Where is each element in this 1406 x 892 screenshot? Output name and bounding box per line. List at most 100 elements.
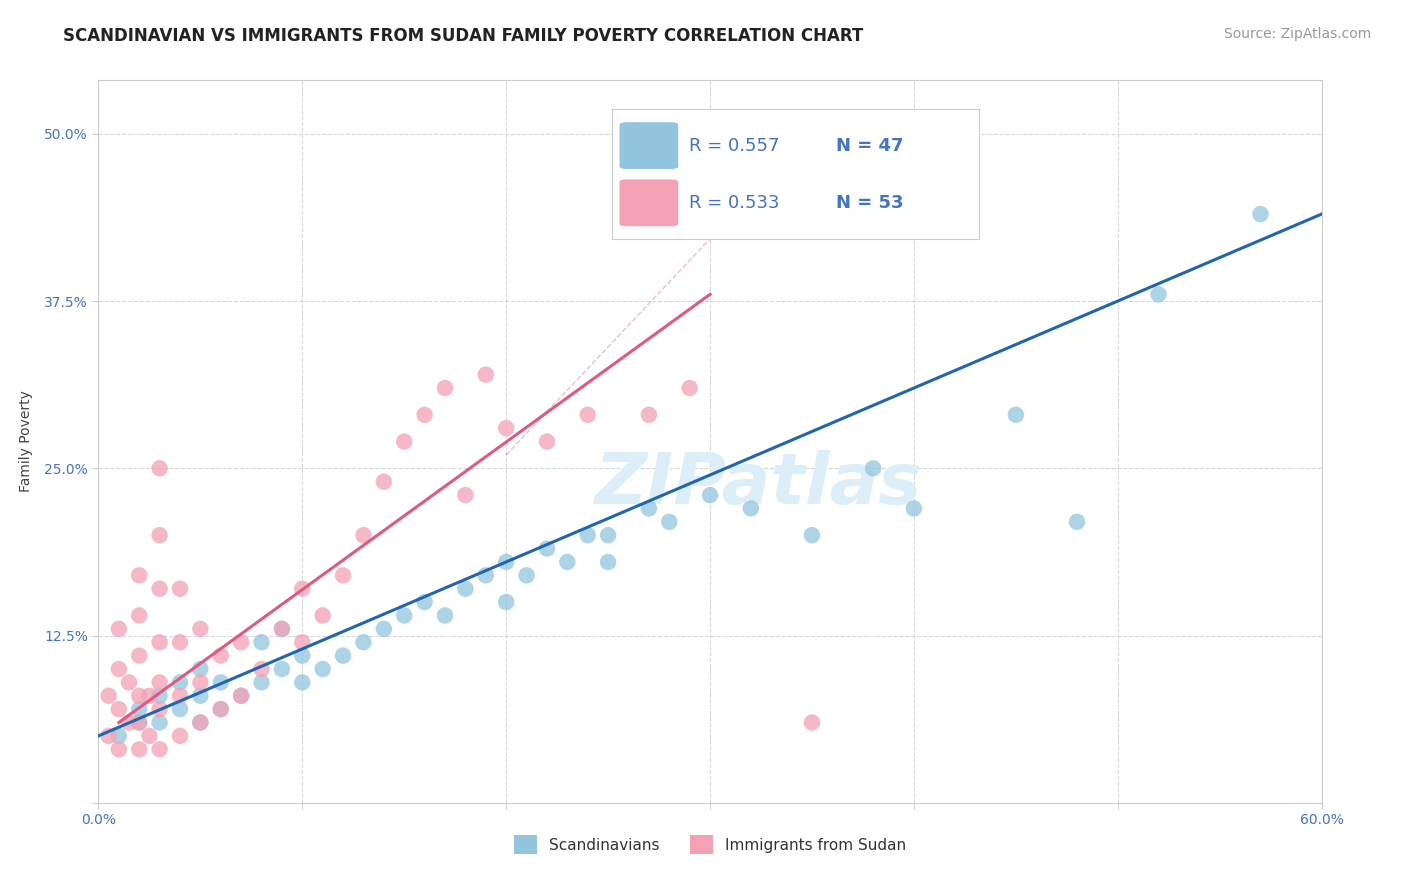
Point bbox=[250, 635, 273, 649]
Point bbox=[128, 742, 150, 756]
Point bbox=[536, 541, 558, 556]
Point bbox=[413, 595, 436, 609]
Point bbox=[1249, 207, 1271, 221]
Point bbox=[352, 635, 374, 649]
Point bbox=[598, 528, 620, 542]
Point bbox=[169, 635, 191, 649]
Point bbox=[128, 715, 150, 730]
Point bbox=[188, 662, 212, 676]
Point bbox=[862, 461, 884, 475]
Point bbox=[118, 715, 141, 730]
Point bbox=[149, 702, 172, 716]
Point bbox=[637, 408, 661, 422]
Point bbox=[270, 662, 294, 676]
Point bbox=[1004, 408, 1026, 422]
Y-axis label: Family Poverty: Family Poverty bbox=[20, 391, 32, 492]
Point bbox=[97, 729, 120, 743]
Point bbox=[169, 729, 191, 743]
Point bbox=[658, 515, 681, 529]
Point bbox=[231, 689, 253, 703]
Point bbox=[149, 689, 172, 703]
Point bbox=[740, 501, 762, 516]
Point bbox=[128, 702, 150, 716]
Point bbox=[128, 648, 150, 663]
Point bbox=[474, 568, 498, 582]
Point bbox=[149, 715, 172, 730]
Point bbox=[516, 568, 538, 582]
Point bbox=[598, 555, 620, 569]
Point bbox=[118, 675, 141, 690]
Point bbox=[250, 675, 273, 690]
Point bbox=[149, 635, 172, 649]
Point bbox=[576, 528, 599, 542]
Point bbox=[495, 421, 517, 435]
Point bbox=[97, 689, 120, 703]
Point bbox=[231, 635, 253, 649]
Point bbox=[188, 715, 212, 730]
Point bbox=[149, 461, 172, 475]
Point bbox=[108, 662, 131, 676]
Point bbox=[128, 568, 150, 582]
Point bbox=[291, 582, 314, 596]
Point bbox=[169, 582, 191, 596]
Point bbox=[270, 622, 294, 636]
Point bbox=[801, 715, 824, 730]
Point bbox=[209, 702, 232, 716]
Point bbox=[108, 622, 131, 636]
Point bbox=[679, 381, 702, 395]
Text: SCANDINAVIAN VS IMMIGRANTS FROM SUDAN FAMILY POVERTY CORRELATION CHART: SCANDINAVIAN VS IMMIGRANTS FROM SUDAN FA… bbox=[63, 27, 863, 45]
Point bbox=[312, 662, 335, 676]
Point bbox=[250, 662, 273, 676]
Point bbox=[291, 635, 314, 649]
Point bbox=[454, 488, 477, 502]
Point bbox=[169, 702, 191, 716]
Point bbox=[188, 689, 212, 703]
Point bbox=[188, 622, 212, 636]
Point bbox=[108, 742, 131, 756]
Point bbox=[169, 689, 191, 703]
Point bbox=[1147, 287, 1170, 301]
Point bbox=[149, 528, 172, 542]
Point bbox=[495, 555, 517, 569]
Point bbox=[209, 702, 232, 716]
Point bbox=[454, 582, 477, 596]
Point bbox=[149, 582, 172, 596]
Point bbox=[903, 501, 925, 516]
Point bbox=[637, 501, 661, 516]
Point bbox=[108, 702, 131, 716]
Point bbox=[555, 555, 579, 569]
Point bbox=[138, 689, 160, 703]
Legend: Scandinavians, Immigrants from Sudan: Scandinavians, Immigrants from Sudan bbox=[508, 830, 912, 860]
Text: ZIPatlas: ZIPatlas bbox=[595, 450, 922, 519]
Point bbox=[209, 648, 232, 663]
Point bbox=[128, 608, 150, 623]
Point bbox=[495, 595, 517, 609]
Point bbox=[352, 528, 374, 542]
Point bbox=[128, 689, 150, 703]
Point bbox=[392, 608, 416, 623]
Point bbox=[169, 675, 191, 690]
Point bbox=[149, 675, 172, 690]
Point bbox=[576, 408, 599, 422]
Point bbox=[373, 475, 395, 489]
Point bbox=[291, 675, 314, 690]
Point bbox=[332, 568, 354, 582]
Point bbox=[474, 368, 498, 382]
Point bbox=[128, 715, 150, 730]
Point bbox=[149, 742, 172, 756]
Point bbox=[332, 648, 354, 663]
Point bbox=[699, 488, 721, 502]
Point bbox=[231, 689, 253, 703]
Point bbox=[536, 434, 558, 449]
Point bbox=[373, 622, 395, 636]
Text: Source: ZipAtlas.com: Source: ZipAtlas.com bbox=[1223, 27, 1371, 41]
Point bbox=[291, 648, 314, 663]
Point bbox=[188, 675, 212, 690]
Point bbox=[138, 729, 160, 743]
Point bbox=[434, 381, 457, 395]
Point bbox=[392, 434, 416, 449]
Point bbox=[188, 715, 212, 730]
Point bbox=[108, 729, 131, 743]
Point bbox=[801, 528, 824, 542]
Point bbox=[1066, 515, 1088, 529]
